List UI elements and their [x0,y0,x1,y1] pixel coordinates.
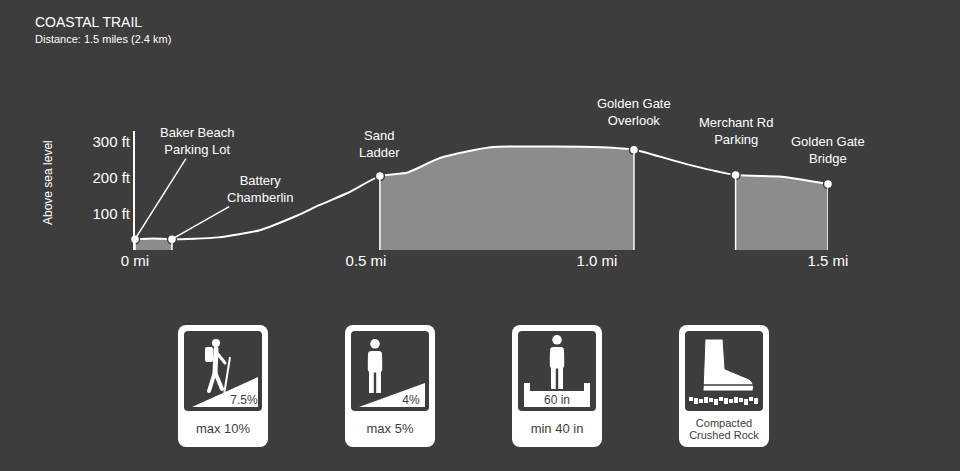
svg-text:100 ft: 100 ft [92,205,130,222]
svg-text:SandLadder: SandLadder [359,128,400,160]
svg-text:Distance: 1.5 miles (2.4 km): Distance: 1.5 miles (2.4 km) [35,33,171,45]
svg-text:0 mi: 0 mi [121,252,149,269]
svg-text:Golden GateOverlook: Golden GateOverlook [597,96,671,128]
svg-text:min 40 in: min 40 in [531,421,584,436]
svg-text:1.0 mi: 1.0 mi [577,252,618,269]
svg-text:4%: 4% [402,393,420,407]
svg-text:Baker BeachParking Lot: Baker BeachParking Lot [160,125,234,157]
svg-text:max 5%: max 5% [367,421,414,436]
svg-text:7.5%: 7.5% [230,393,258,407]
svg-text:200 ft: 200 ft [92,169,130,186]
svg-text:Above sea level: Above sea level [41,140,55,225]
svg-text:Merchant RdParking: Merchant RdParking [699,115,773,147]
svg-text:1.5 mi: 1.5 mi [808,252,849,269]
svg-text:60 in: 60 in [544,393,570,407]
svg-text:300 ft: 300 ft [92,133,130,150]
svg-text:COASTAL TRAIL: COASTAL TRAIL [35,14,142,30]
svg-text:max 10%: max 10% [196,421,251,436]
svg-text:BatteryChamberlin: BatteryChamberlin [227,173,293,205]
svg-text:Golden GateBridge: Golden GateBridge [791,134,865,166]
svg-text:CompactedCrushed Rock: CompactedCrushed Rock [689,417,759,441]
svg-text:0.5 mi: 0.5 mi [346,252,387,269]
